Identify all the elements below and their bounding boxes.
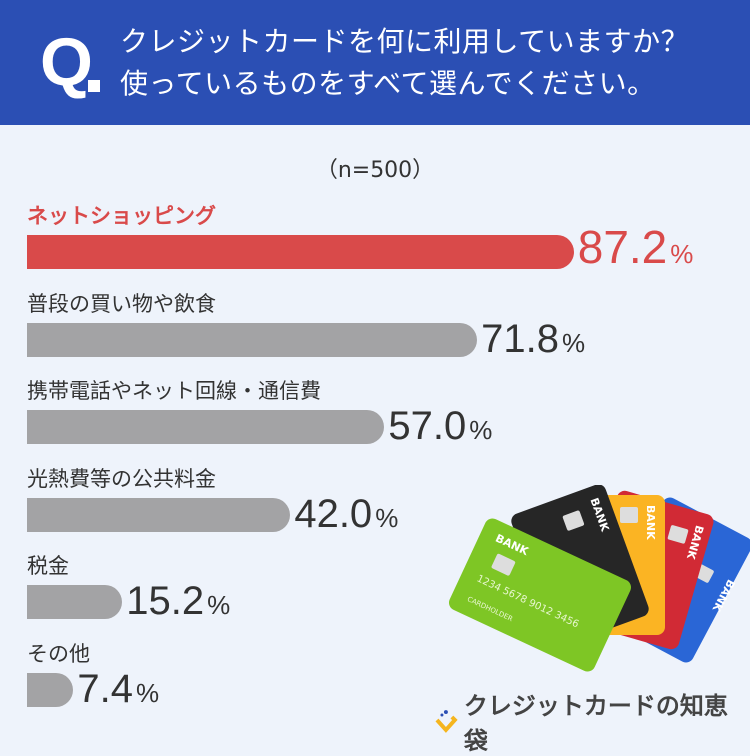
value-number: 15.2 (126, 579, 205, 623)
question-line-2: 使っているものをすべて選んでください。 (120, 67, 656, 100)
category-label: その他 (27, 641, 90, 666)
category-label: ネットショッピング (27, 204, 216, 228)
percent-unit: % (207, 590, 231, 620)
bar (27, 672, 74, 707)
category-label: 税金 (27, 554, 69, 578)
value-label: 71.8% (481, 319, 585, 363)
value-label: 7.4% (77, 669, 159, 713)
logo-icon (435, 710, 458, 733)
value-label: 15.2% (126, 581, 230, 625)
bar (27, 585, 123, 619)
percent-unit: % (375, 502, 399, 533)
question-line-1: クレジットカードを何に利用していますか？ (120, 25, 690, 58)
percent-unit: % (562, 327, 586, 358)
value-label: 87.2% (578, 224, 694, 274)
bar (27, 322, 478, 357)
value-number: 42.0 (294, 491, 373, 536)
site-logo: クレジットカードの知恵袋 (434, 686, 750, 756)
category-label: 携帯電話やネット回線・通信費 (27, 379, 321, 403)
question-header: Q クレジットカードを何に利用していますか？ 使っているものをすべて選んでくださ… (0, 0, 750, 125)
bar (27, 235, 574, 269)
bank-label-yellow: BANK (644, 505, 657, 540)
percent-unit: % (469, 415, 493, 445)
value-number: 7.4 (77, 666, 133, 711)
value-number: 57.0 (388, 404, 467, 448)
sample-size: （n=500） (315, 158, 435, 183)
q-dot (88, 80, 100, 92)
value-number: 87.2 (577, 221, 668, 273)
percent-unit: % (136, 677, 160, 708)
bar (27, 497, 291, 532)
category-label: 光熱費等の公共料金 (27, 466, 216, 491)
value-label: 42.0% (294, 494, 398, 538)
q-mark: Q (40, 24, 93, 100)
bar (27, 410, 385, 444)
percent-unit: % (670, 239, 694, 269)
value-number: 71.8 (481, 316, 560, 361)
value-label: 57.0% (388, 406, 492, 450)
category-label: 普段の買い物や飲食 (27, 291, 216, 316)
logo-text: クレジットカードの知恵袋 (463, 692, 728, 755)
